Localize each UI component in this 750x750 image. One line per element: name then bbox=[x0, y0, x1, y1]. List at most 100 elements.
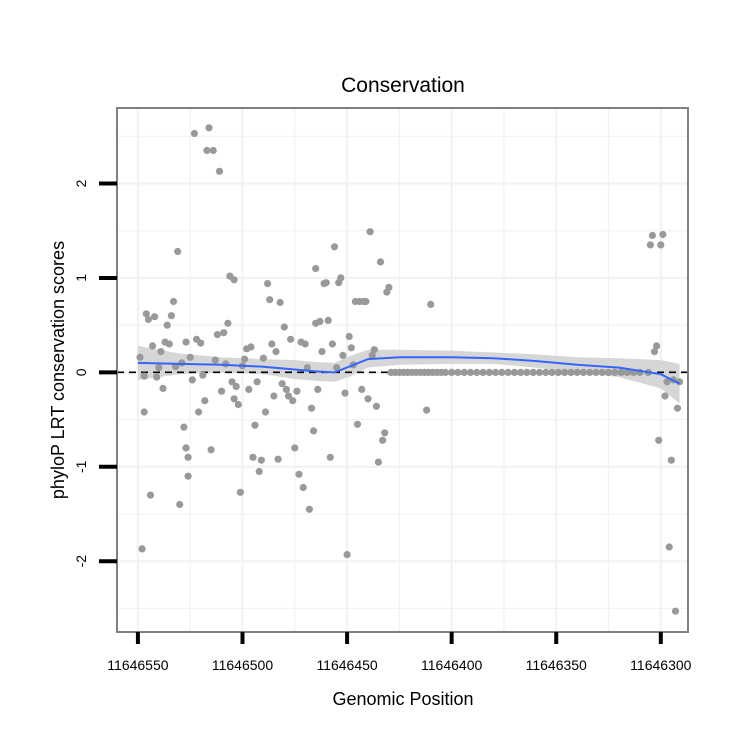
data-point bbox=[648, 231, 657, 240]
data-point bbox=[190, 129, 198, 138]
data-point bbox=[312, 264, 320, 273]
data-point bbox=[138, 545, 146, 553]
data-point bbox=[379, 436, 387, 444]
data-point bbox=[299, 483, 307, 492]
data-point bbox=[314, 385, 322, 393]
data-point bbox=[370, 346, 378, 354]
data-point bbox=[140, 372, 148, 380]
data-point bbox=[230, 395, 238, 403]
data-point bbox=[295, 470, 303, 478]
data-point bbox=[650, 348, 659, 356]
data-point bbox=[592, 368, 600, 376]
data-point bbox=[207, 446, 215, 454]
data-point bbox=[136, 353, 144, 361]
data-point bbox=[213, 331, 221, 339]
data-point bbox=[646, 241, 655, 249]
data-point bbox=[661, 392, 669, 400]
data-point bbox=[282, 385, 290, 393]
data-point bbox=[504, 368, 512, 376]
data-point bbox=[448, 368, 456, 376]
data-point bbox=[261, 408, 270, 416]
data-point bbox=[307, 404, 316, 412]
data-point bbox=[303, 364, 311, 372]
data-point bbox=[372, 402, 380, 410]
data-point bbox=[249, 453, 257, 461]
y-tick-label: -1 bbox=[73, 460, 89, 473]
data-point bbox=[167, 312, 175, 320]
data-point bbox=[374, 458, 382, 466]
data-point bbox=[337, 274, 345, 282]
data-point bbox=[232, 382, 240, 391]
data-point bbox=[234, 400, 242, 409]
confidence-band-layer bbox=[137, 345, 680, 404]
smooth-curve bbox=[137, 356, 681, 385]
x-tick-label: 11646500 bbox=[212, 657, 273, 673]
data-point bbox=[441, 368, 449, 376]
data-point bbox=[272, 348, 280, 356]
data-point bbox=[667, 456, 675, 464]
data-point bbox=[653, 342, 661, 350]
data-point bbox=[529, 368, 537, 376]
data-point bbox=[163, 321, 171, 329]
data-point bbox=[347, 344, 355, 352]
data-point bbox=[362, 297, 370, 306]
data-point bbox=[157, 348, 165, 356]
data-point bbox=[579, 368, 588, 376]
data-point bbox=[184, 453, 192, 461]
data-point bbox=[165, 340, 173, 348]
data-point bbox=[423, 406, 431, 414]
data-point bbox=[330, 243, 339, 251]
x-tick-label: 11646350 bbox=[526, 657, 587, 673]
data-point bbox=[253, 378, 261, 386]
data-point bbox=[278, 380, 286, 388]
data-point bbox=[287, 335, 295, 343]
data-point bbox=[339, 351, 347, 359]
data-point bbox=[492, 368, 500, 376]
data-point bbox=[205, 124, 213, 132]
data-point bbox=[548, 368, 556, 376]
data-point bbox=[523, 368, 531, 376]
data-point bbox=[169, 297, 178, 306]
data-point bbox=[671, 607, 680, 615]
data-points bbox=[136, 124, 684, 615]
data-point bbox=[151, 313, 159, 321]
data-point bbox=[573, 368, 581, 376]
data-point bbox=[586, 368, 594, 376]
data-point bbox=[318, 348, 326, 356]
data-point bbox=[542, 368, 550, 376]
data-point bbox=[266, 296, 274, 304]
y-tick-label: -2 bbox=[73, 555, 89, 568]
x-axis: 11646550 11646500 11646450 11646400 11646350… bbox=[107, 632, 692, 673]
data-point bbox=[341, 389, 349, 397]
data-point bbox=[567, 368, 575, 376]
data-point bbox=[270, 392, 278, 400]
data-point bbox=[333, 364, 341, 372]
data-point bbox=[172, 363, 180, 371]
data-point bbox=[195, 408, 203, 416]
data-point bbox=[276, 298, 284, 307]
data-point bbox=[310, 427, 318, 435]
data-point bbox=[473, 368, 481, 376]
data-point bbox=[211, 356, 219, 364]
data-point bbox=[259, 354, 267, 362]
smooth-curve-layer bbox=[137, 356, 681, 385]
data-point bbox=[611, 368, 619, 376]
data-point bbox=[305, 505, 313, 513]
data-point bbox=[245, 385, 253, 393]
y-tick-label: 0 bbox=[73, 368, 89, 376]
data-point bbox=[510, 368, 518, 376]
x-tick-label: 11646400 bbox=[421, 657, 482, 673]
data-point bbox=[230, 276, 238, 284]
data-point bbox=[665, 543, 673, 551]
data-point bbox=[280, 323, 288, 331]
data-point bbox=[604, 368, 613, 376]
data-point bbox=[498, 368, 506, 376]
data-point bbox=[368, 351, 376, 359]
data-point bbox=[184, 472, 192, 480]
data-point bbox=[201, 397, 209, 405]
chart-title: Conservation bbox=[341, 74, 465, 97]
data-point bbox=[659, 230, 667, 239]
data-point bbox=[353, 420, 362, 428]
data-point bbox=[293, 387, 301, 395]
